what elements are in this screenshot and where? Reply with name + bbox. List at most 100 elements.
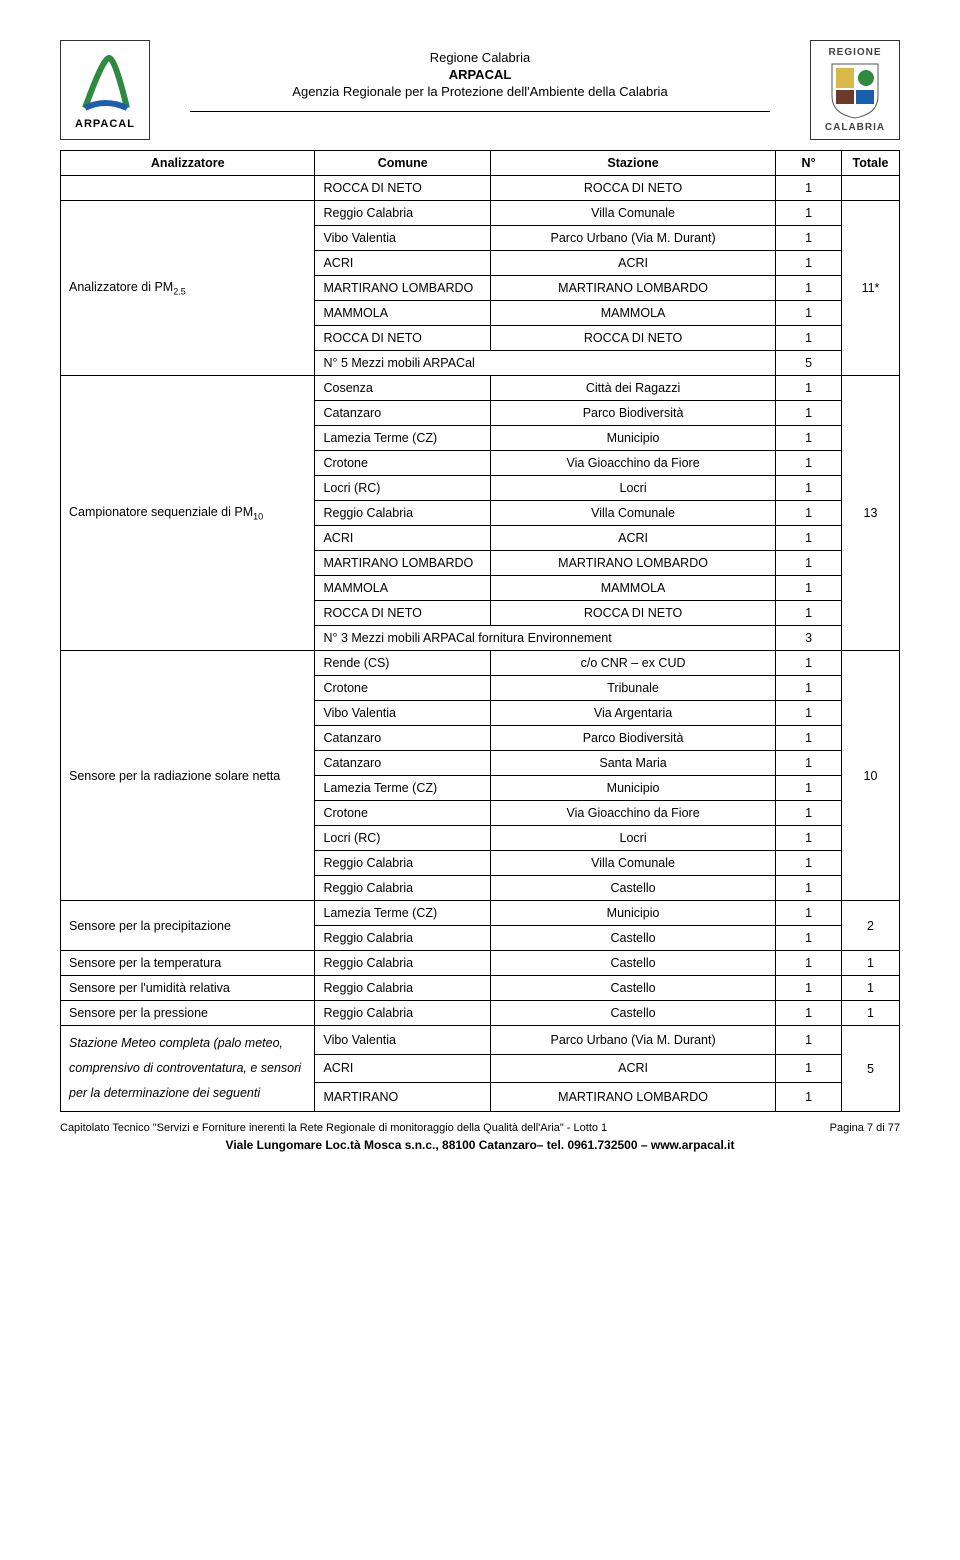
table-row: Analizzatore di PM2.5Reggio CalabriaVill…: [61, 201, 900, 226]
cell-stazione: Castello: [490, 976, 775, 1001]
regione-label-bot: CALABRIA: [825, 122, 885, 133]
regione-label-top: REGIONE: [828, 47, 881, 58]
cell-stazione: Tribunale: [490, 676, 775, 701]
cell-comune: Locri (RC): [315, 476, 491, 501]
th-stazione: Stazione: [490, 151, 775, 176]
cell-n: 1: [776, 226, 842, 251]
main-table: Analizzatore Comune Stazione N° Totale R…: [60, 150, 900, 1112]
cell-comune: Crotone: [315, 801, 491, 826]
cell-stazione: ROCCA DI NETO: [490, 176, 775, 201]
cell-n: 1: [776, 301, 842, 326]
cell-n: 1: [776, 1083, 842, 1112]
cell-stazione: ACRI: [490, 1054, 775, 1083]
cell-totale: 10: [841, 651, 899, 901]
cell-stazione: Castello: [490, 876, 775, 901]
cell-n: 1: [776, 576, 842, 601]
cell-stazione: Castello: [490, 926, 775, 951]
cell-comune: MARTIRANO LOMBARDO: [315, 551, 491, 576]
cell-totale: 5: [841, 1026, 899, 1112]
footer-left: Capitolato Tecnico "Servizi e Forniture …: [60, 1122, 607, 1134]
cell-stazione: Via Argentaria: [490, 701, 775, 726]
cell-stazione: Locri: [490, 476, 775, 501]
group-label-cell: Stazione Meteo completa (palo meteo, com…: [61, 1026, 315, 1112]
cell-comune: Reggio Calabria: [315, 876, 491, 901]
cell-n: 5: [776, 351, 842, 376]
cell-totale: [841, 176, 899, 201]
cell-comune: ACRI: [315, 1054, 491, 1083]
th-totale: Totale: [841, 151, 899, 176]
header-line-1: Regione Calabria: [150, 50, 810, 65]
cell-n: 1: [776, 326, 842, 351]
regione-shield-icon: [828, 60, 882, 120]
cell-comune: Reggio Calabria: [315, 951, 491, 976]
cell-stazione: c/o CNR – ex CUD: [490, 651, 775, 676]
table-row: Sensore per la radiazione solare nettaRe…: [61, 651, 900, 676]
cell-n: 1: [776, 901, 842, 926]
cell-comune: Crotone: [315, 676, 491, 701]
table-row: Sensore per la pressioneReggio CalabriaC…: [61, 1001, 900, 1026]
cell-n: 1: [776, 276, 842, 301]
cell-n: 1: [776, 601, 842, 626]
cell-stazione: ROCCA DI NETO: [490, 326, 775, 351]
cell-n: 1: [776, 1026, 842, 1055]
th-n: N°: [776, 151, 842, 176]
cell-comune: MAMMOLA: [315, 576, 491, 601]
th-analizzatore: Analizzatore: [61, 151, 315, 176]
cell-comune: ROCCA DI NETO: [315, 326, 491, 351]
cell-n: 1: [776, 851, 842, 876]
cell-n: 1: [776, 526, 842, 551]
cell-stazione: MARTIRANO LOMBARDO: [490, 276, 775, 301]
cell-stazione: Via Gioacchino da Fiore: [490, 801, 775, 826]
cell-comune: Reggio Calabria: [315, 501, 491, 526]
cell-n: 1: [776, 676, 842, 701]
cell-comune-span: N° 5 Mezzi mobili ARPACal: [315, 351, 776, 376]
cell-totale: 2: [841, 901, 899, 951]
cell-comune: ACRI: [315, 526, 491, 551]
group-label-cell: Sensore per l'umidità relativa: [61, 976, 315, 1001]
header-line-2: ARPACAL: [150, 67, 810, 82]
table-row: ROCCA DI NETOROCCA DI NETO1: [61, 176, 900, 201]
cell-n: 1: [776, 826, 842, 851]
cell-stazione: Città dei Ragazzi: [490, 376, 775, 401]
table-row: Sensore per la precipitazioneLamezia Ter…: [61, 901, 900, 926]
cell-stazione: Locri: [490, 826, 775, 851]
cell-comune: MARTIRANO: [315, 1083, 491, 1112]
th-comune: Comune: [315, 151, 491, 176]
cell-stazione: Villa Comunale: [490, 501, 775, 526]
cell-comune: Catanzaro: [315, 401, 491, 426]
page-header: ARPACAL Regione Calabria ARPACAL Agenzia…: [60, 40, 900, 140]
cell-n: 1: [776, 1054, 842, 1083]
cell-comune: Vibo Valentia: [315, 226, 491, 251]
cell-totale: 1: [841, 976, 899, 1001]
cell-stazione: Municipio: [490, 776, 775, 801]
cell-n: 1: [776, 401, 842, 426]
arpacal-logo-label: ARPACAL: [75, 118, 135, 130]
cell-n: 1: [776, 751, 842, 776]
table-body: ROCCA DI NETOROCCA DI NETO1Analizzatore …: [61, 176, 900, 1112]
group-label-cell: Campionatore sequenziale di PM10: [61, 376, 315, 651]
cell-comune: Vibo Valentia: [315, 701, 491, 726]
cell-n: 1: [776, 976, 842, 1001]
cell-totale: 11*: [841, 201, 899, 376]
cell-stazione: Parco Urbano (Via M. Durant): [490, 226, 775, 251]
cell-stazione: MAMMOLA: [490, 576, 775, 601]
cell-n: 1: [776, 476, 842, 501]
table-row: Campionatore sequenziale di PM10CosenzaC…: [61, 376, 900, 401]
cell-stazione: Parco Urbano (Via M. Durant): [490, 1026, 775, 1055]
cell-stazione: ACRI: [490, 526, 775, 551]
table-header-row: Analizzatore Comune Stazione N° Totale: [61, 151, 900, 176]
cell-n: 1: [776, 951, 842, 976]
group-label-cell: Sensore per la pressione: [61, 1001, 315, 1026]
cell-comune: MARTIRANO LOMBARDO: [315, 276, 491, 301]
cell-n: 1: [776, 651, 842, 676]
footer-center: Viale Lungomare Loc.tà Mosca s.n.c., 881…: [60, 1138, 900, 1152]
cell-n: 1: [776, 801, 842, 826]
cell-comune: ROCCA DI NETO: [315, 176, 491, 201]
cell-comune: Reggio Calabria: [315, 976, 491, 1001]
cell-comune: Reggio Calabria: [315, 1001, 491, 1026]
cell-n: 1: [776, 701, 842, 726]
cell-stazione: Municipio: [490, 901, 775, 926]
cell-comune: Cosenza: [315, 376, 491, 401]
table-row: Stazione Meteo completa (palo meteo, com…: [61, 1026, 900, 1055]
cell-stazione: MARTIRANO LOMBARDO: [490, 551, 775, 576]
